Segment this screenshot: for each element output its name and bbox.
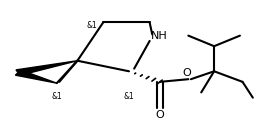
Text: &1: &1 <box>124 92 134 101</box>
Text: O: O <box>183 68 191 78</box>
Text: &1: &1 <box>51 92 62 101</box>
Text: &1: &1 <box>86 21 97 30</box>
Polygon shape <box>15 70 57 83</box>
Text: NH: NH <box>151 31 168 41</box>
Polygon shape <box>16 61 77 75</box>
Text: O: O <box>156 110 164 120</box>
